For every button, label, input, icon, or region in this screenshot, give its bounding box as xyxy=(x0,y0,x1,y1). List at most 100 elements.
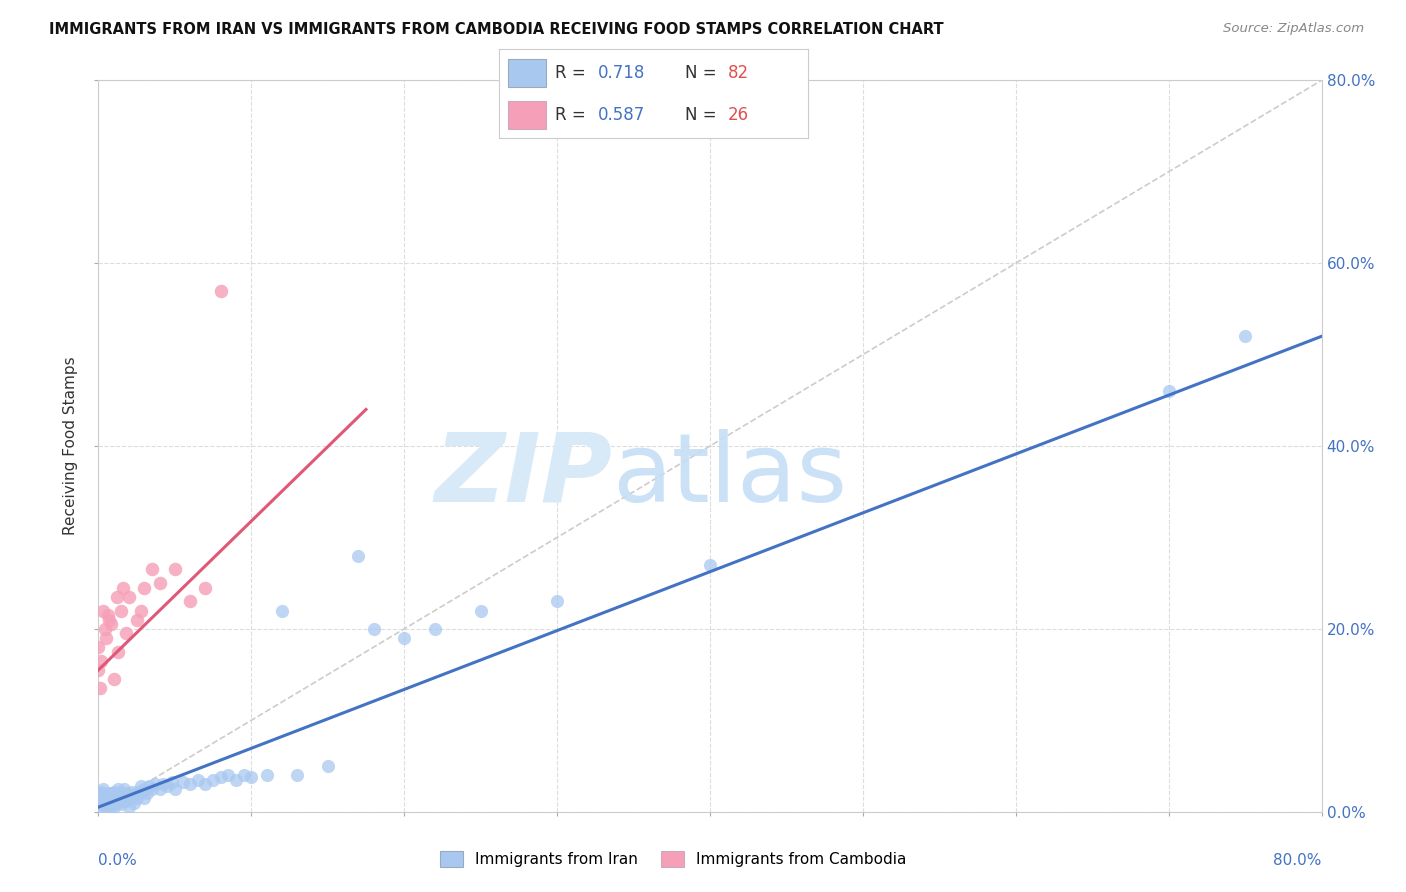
Point xyxy=(118,800,141,814)
Point xyxy=(90,654,112,668)
Point xyxy=(115,626,138,640)
Point xyxy=(152,777,174,791)
Point xyxy=(256,768,278,782)
Point xyxy=(111,791,134,805)
Point xyxy=(110,797,132,812)
Point xyxy=(128,787,150,801)
Point xyxy=(97,794,120,808)
Point xyxy=(91,781,114,796)
Point xyxy=(149,781,172,796)
Point xyxy=(107,781,129,796)
Text: R =: R = xyxy=(555,64,591,82)
Point xyxy=(87,796,110,810)
Point xyxy=(194,581,217,595)
Point xyxy=(97,787,120,801)
Point xyxy=(111,581,134,595)
Point xyxy=(107,645,129,659)
Point xyxy=(98,790,121,805)
Point xyxy=(94,789,117,803)
Point xyxy=(163,781,186,796)
Point xyxy=(134,581,156,595)
Point xyxy=(163,562,186,576)
Point xyxy=(546,594,568,608)
Point xyxy=(103,672,125,686)
Text: N =: N = xyxy=(685,64,721,82)
Point xyxy=(89,800,111,814)
Point xyxy=(240,770,263,784)
Point xyxy=(89,794,111,808)
Point xyxy=(91,796,114,810)
Point xyxy=(118,590,141,604)
Point xyxy=(179,777,201,791)
Point xyxy=(103,800,125,814)
Point xyxy=(100,617,122,632)
Point xyxy=(217,768,239,782)
Point xyxy=(91,603,114,617)
Point xyxy=(103,794,125,808)
Point xyxy=(122,796,145,810)
Point xyxy=(138,779,160,793)
Point xyxy=(141,562,163,576)
Point xyxy=(91,789,114,803)
Point xyxy=(129,779,152,793)
Point xyxy=(89,681,111,696)
Point xyxy=(90,791,112,805)
Point xyxy=(112,781,135,796)
Point xyxy=(93,622,115,636)
Point xyxy=(143,777,166,791)
Point xyxy=(149,576,172,591)
Point xyxy=(94,631,117,645)
Text: 0.0%: 0.0% xyxy=(98,853,138,868)
Point xyxy=(363,622,385,636)
Point xyxy=(134,781,156,796)
Bar xyxy=(509,59,546,87)
Point xyxy=(125,613,148,627)
Text: 80.0%: 80.0% xyxy=(1274,853,1322,868)
Y-axis label: Receiving Food Stamps: Receiving Food Stamps xyxy=(63,357,79,535)
Point xyxy=(699,558,721,572)
Point xyxy=(156,779,179,793)
Point xyxy=(179,594,201,608)
Point xyxy=(470,603,492,617)
Point xyxy=(121,784,143,798)
Point xyxy=(1234,329,1257,343)
Point xyxy=(270,603,292,617)
Point xyxy=(124,789,146,803)
Point xyxy=(127,784,149,798)
Point xyxy=(202,772,225,787)
Point xyxy=(187,772,209,787)
Point xyxy=(136,787,159,801)
Legend: Immigrants from Iran, Immigrants from Cambodia: Immigrants from Iran, Immigrants from Ca… xyxy=(434,846,912,873)
Point xyxy=(194,777,217,791)
Point xyxy=(172,775,194,789)
Text: ZIP: ZIP xyxy=(434,429,612,522)
Point xyxy=(141,781,163,796)
Point xyxy=(392,631,416,645)
Text: atlas: atlas xyxy=(612,429,848,522)
Point xyxy=(87,791,110,805)
Text: N =: N = xyxy=(685,106,721,124)
Point xyxy=(104,791,127,805)
Point xyxy=(110,603,132,617)
Point xyxy=(87,787,110,801)
Point xyxy=(87,640,110,655)
Text: 82: 82 xyxy=(728,64,749,82)
Point xyxy=(105,796,128,810)
Point xyxy=(160,775,183,789)
Point xyxy=(98,797,121,812)
Point xyxy=(94,796,117,810)
Point xyxy=(90,797,112,812)
Point xyxy=(101,796,124,810)
Text: 26: 26 xyxy=(728,106,749,124)
Point xyxy=(94,800,117,814)
Point xyxy=(115,794,138,808)
Point xyxy=(129,603,152,617)
Text: IMMIGRANTS FROM IRAN VS IMMIGRANTS FROM CAMBODIA RECEIVING FOOD STAMPS CORRELATI: IMMIGRANTS FROM IRAN VS IMMIGRANTS FROM … xyxy=(49,22,943,37)
Point xyxy=(117,787,139,801)
Point xyxy=(125,791,148,805)
Point xyxy=(316,759,339,773)
Bar xyxy=(509,101,546,129)
Point xyxy=(134,791,156,805)
Point xyxy=(98,613,121,627)
Point xyxy=(209,770,232,784)
